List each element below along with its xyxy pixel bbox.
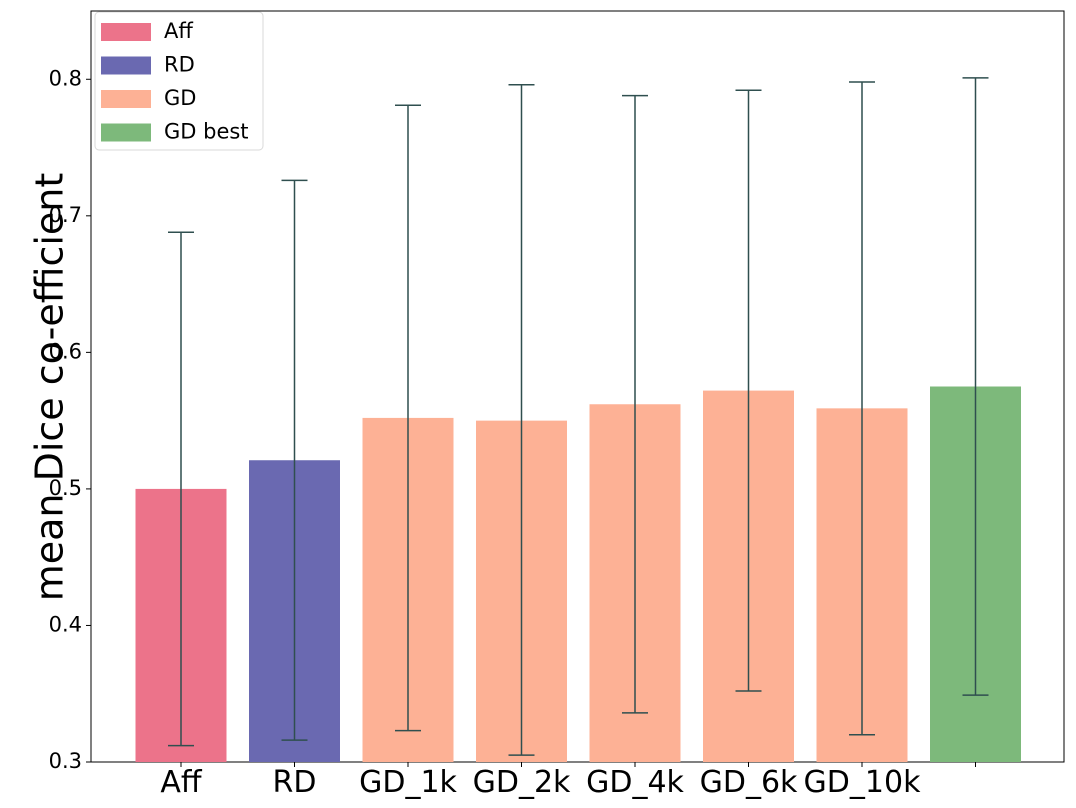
x-tick-label: RD [273, 765, 317, 800]
x-tick-label: GD_6k [700, 765, 798, 800]
legend-frame [94, 11, 264, 151]
x-tick-label: GD_4k [586, 765, 684, 800]
x-tick-label: Aff [160, 765, 203, 800]
y-axis-label: mean Dice co-efficient [28, 173, 72, 602]
y-tick-label: 0.5 [49, 476, 82, 500]
legend-swatch [101, 23, 151, 41]
error-bar [168, 231, 194, 747]
legend-swatch [101, 123, 151, 142]
legend: Aff RD GD GD best [94, 11, 264, 151]
legend-swatch [101, 90, 151, 108]
y-tick-label: 0.7 [49, 203, 82, 227]
legend-swatch [101, 56, 151, 75]
error-bar [962, 77, 989, 696]
y-tick-label: 0.4 [49, 612, 82, 636]
y-tick-label: 0.3 [49, 749, 82, 773]
error-bar [849, 81, 875, 736]
y-tick-label: 0.6 [49, 339, 82, 363]
error-bar [735, 89, 762, 692]
legend-label: Aff [164, 19, 193, 43]
legend-label: GD best [164, 120, 249, 144]
error-bar [281, 179, 308, 741]
error-bar [395, 104, 421, 732]
x-tick-label: GD_1k [359, 765, 457, 800]
legend-label: RD [164, 53, 195, 77]
x-tick-label: GD_10k [804, 765, 922, 800]
x-tick-label: GD_2k [473, 765, 571, 800]
legend-label: GD [164, 86, 196, 110]
y-tick-label: 0.8 [49, 66, 82, 90]
error-bar [508, 83, 535, 756]
error-bar [622, 94, 648, 714]
